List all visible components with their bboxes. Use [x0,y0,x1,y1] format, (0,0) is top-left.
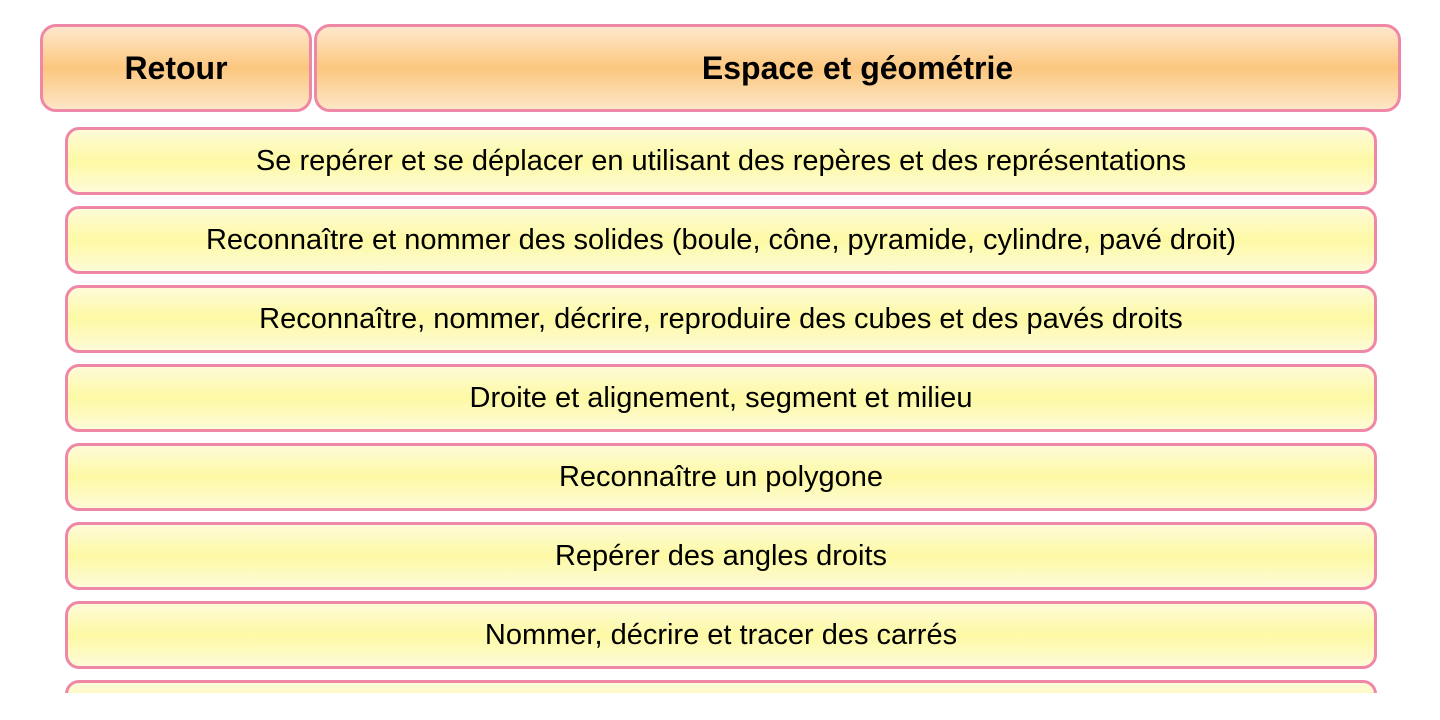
list-item[interactable]: Nommer, décrire et tracer des carrés [65,601,1377,669]
page-title: Espace et géométrie [314,24,1401,112]
topic-list[interactable]: Se repérer et se déplacer en utilisant d… [65,127,1377,693]
list-item[interactable] [65,680,1377,693]
back-button[interactable]: Retour [40,24,312,112]
list-item[interactable]: Reconnaître et nommer des solides (boule… [65,206,1377,274]
list-item[interactable]: Reconnaître un polygone [65,443,1377,511]
list-item[interactable]: Droite et alignement, segment et milieu [65,364,1377,432]
list-item[interactable]: Se repérer et se déplacer en utilisant d… [65,127,1377,195]
list-item[interactable]: Reconnaître, nommer, décrire, reproduire… [65,285,1377,353]
list-item[interactable]: Repérer des angles droits [65,522,1377,590]
